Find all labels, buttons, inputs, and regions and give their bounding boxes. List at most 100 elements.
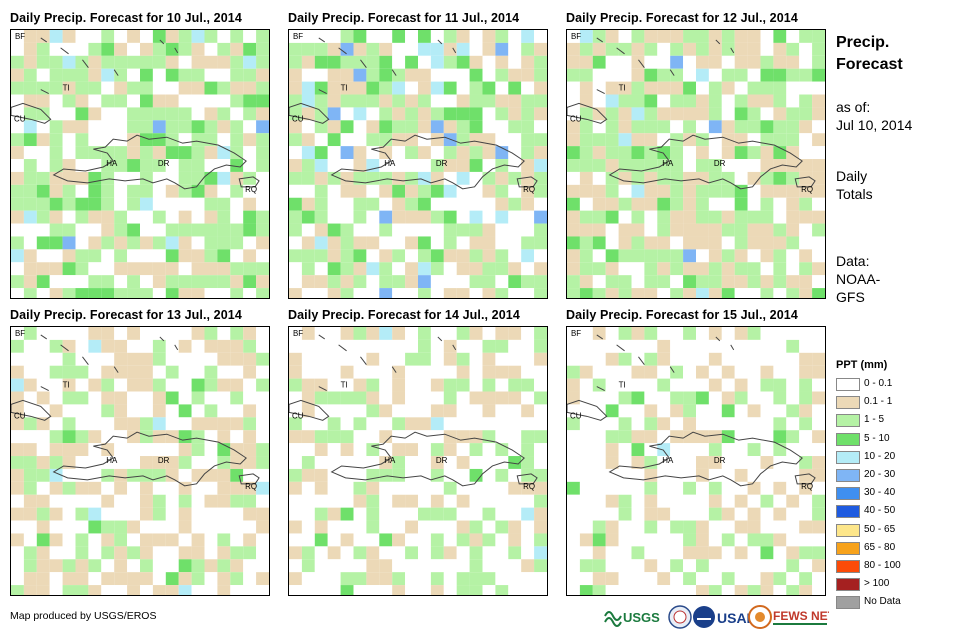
precip-cell [721, 197, 735, 211]
precip-cell [289, 236, 302, 250]
precip-cell [243, 339, 257, 353]
precip-cell [534, 223, 547, 237]
precip-cell [760, 352, 774, 366]
precip-cell [353, 365, 367, 379]
precip-cell [683, 184, 696, 198]
precip-cell [165, 339, 179, 353]
precip-cell [379, 197, 393, 211]
precip-cell [353, 120, 367, 134]
precip-cell [140, 236, 153, 250]
precip-cell [799, 378, 813, 392]
precip-cell [418, 507, 431, 521]
precip-cell [405, 339, 418, 353]
map-label-ti: TI [63, 84, 70, 93]
precip-cell [799, 146, 813, 160]
precip-cell [418, 171, 431, 185]
precip-cell [152, 417, 166, 431]
precip-cell [495, 507, 509, 521]
precip-cell [521, 133, 535, 147]
precip-cell [631, 236, 645, 250]
map-label-ti: TI [341, 381, 348, 390]
precip-cell [405, 352, 418, 366]
precip-cell [379, 391, 393, 405]
precip-cell [366, 68, 380, 82]
precip-cell [49, 546, 63, 560]
precip-cell [178, 42, 192, 56]
precip-cell [618, 81, 632, 95]
precip-cell [88, 55, 102, 69]
precip-cell [579, 507, 593, 521]
precip-cell [592, 352, 606, 366]
precip-cell [152, 159, 166, 172]
precip-cell [405, 520, 418, 534]
precip-cell [495, 288, 509, 298]
precip-cell [534, 417, 547, 431]
precip-cell [708, 197, 722, 211]
precip-cell [812, 572, 825, 586]
precip-cell [456, 81, 470, 95]
precip-cell [366, 365, 380, 379]
precip-cell [670, 184, 684, 198]
precip-cell [127, 533, 140, 547]
precip-cell [23, 223, 37, 237]
precip-cell [430, 30, 444, 43]
precip-cell [521, 533, 535, 547]
precip-cell [114, 391, 128, 405]
precip-cell [340, 197, 354, 211]
precip-cell [327, 210, 341, 224]
precip-cell [430, 520, 444, 534]
precip-cell [379, 417, 393, 431]
precip-cell [152, 275, 166, 289]
precip-cell [456, 559, 470, 573]
precip-cell [799, 159, 813, 172]
precip-cell [508, 443, 522, 457]
precip-cell [314, 365, 328, 379]
logos: USGS USAID FEWS NET [604, 605, 829, 629]
precip-cell [721, 30, 735, 43]
precip-cell [579, 327, 593, 340]
precip-cell [657, 262, 671, 276]
precip-cell [456, 55, 470, 69]
precip-cell [812, 559, 825, 573]
precip-cell [340, 378, 354, 392]
precip-cell [75, 42, 89, 56]
precip-cell [101, 223, 115, 237]
precip-cell [230, 68, 244, 82]
precip-cell [708, 262, 722, 276]
precip-cell [696, 249, 709, 263]
precip-cell [534, 365, 547, 379]
precip-cell [392, 365, 406, 379]
precip-cell [301, 107, 315, 121]
precip-cell [683, 559, 696, 573]
coastline [289, 102, 330, 124]
precip-cell [152, 30, 166, 43]
precip-cell [191, 236, 205, 250]
map-panel-4: BF CU TI HA DR RQ [10, 326, 270, 596]
precip-cell [631, 481, 645, 495]
precip-cell [482, 507, 496, 521]
precip-cell [799, 494, 813, 508]
precip-cell [747, 171, 761, 185]
precip-cell [165, 197, 179, 211]
precip-cell [327, 223, 341, 237]
precip-cell [430, 275, 444, 289]
precip-cell [482, 236, 496, 250]
precip-cell [314, 572, 328, 586]
precip-cell [165, 520, 179, 534]
precip-cell [165, 481, 179, 495]
precip-cell [760, 520, 774, 534]
precip-cell [152, 55, 166, 69]
precip-cell [469, 365, 483, 379]
precip-cell [353, 533, 367, 547]
precip-cell [327, 327, 341, 340]
map-label-rq: RQ [523, 185, 535, 194]
precip-cell [670, 443, 684, 457]
precip-cell [217, 94, 231, 108]
precip-cell [327, 468, 341, 482]
precip-cell [152, 171, 166, 185]
precip-cell [747, 249, 761, 263]
precip-cell [204, 546, 218, 560]
precip-cell [36, 456, 50, 469]
precip-cell [256, 30, 269, 43]
precip-cell [708, 223, 722, 237]
